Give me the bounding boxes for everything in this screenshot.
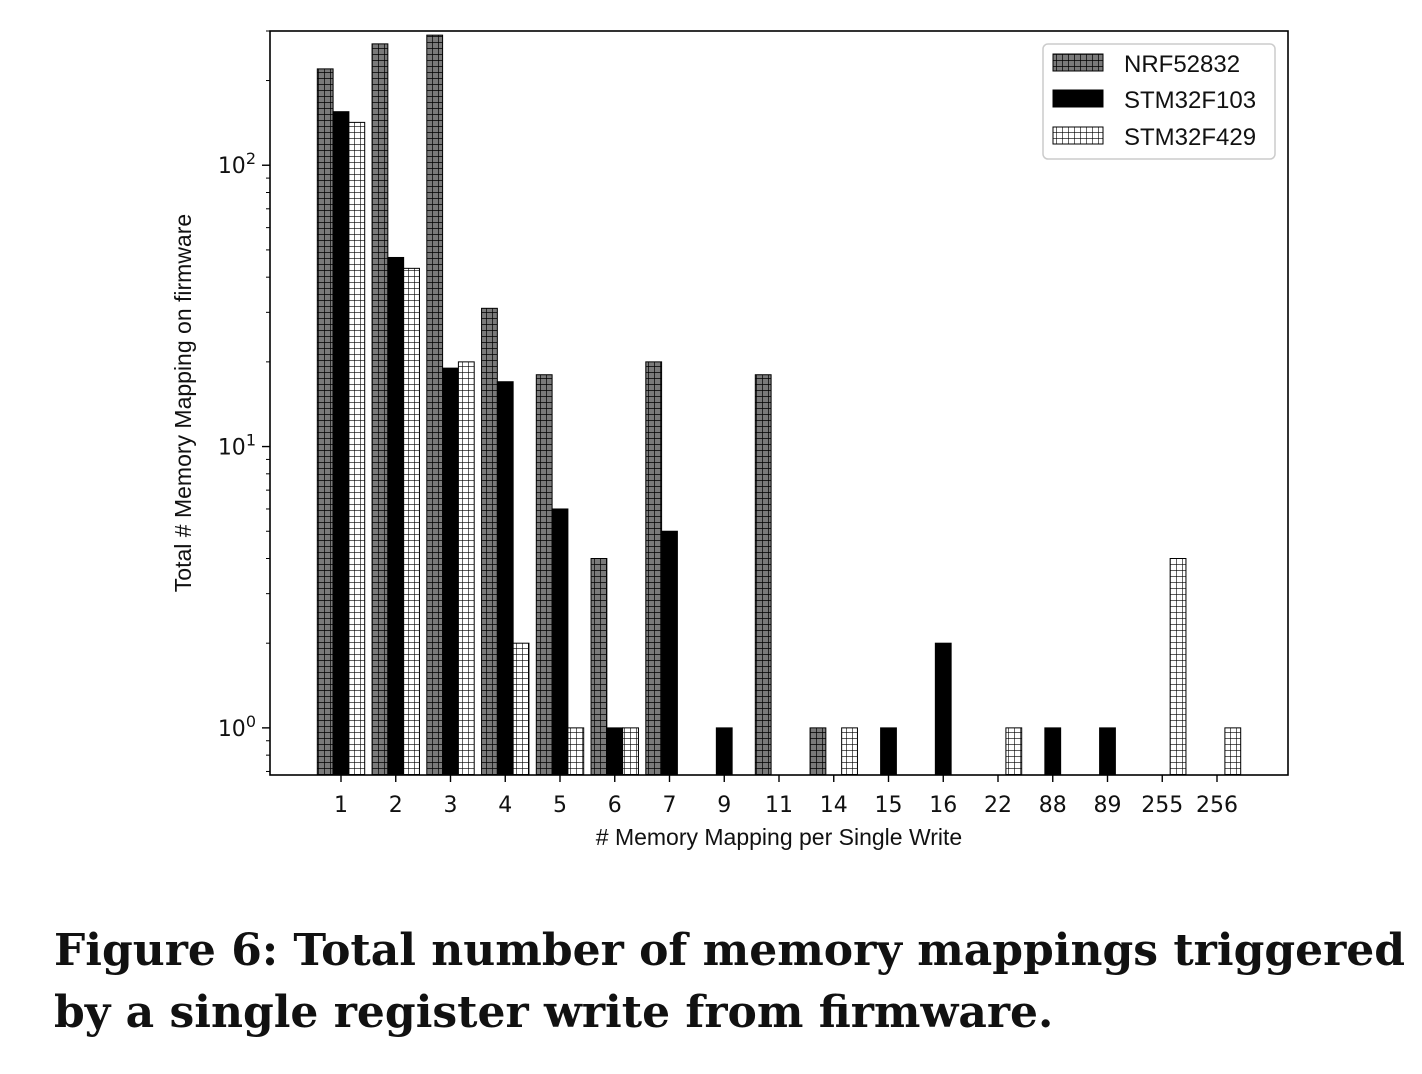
bar-stm32f429-1 bbox=[348, 121, 366, 776]
bar-stm32f429-14 bbox=[841, 727, 858, 776]
x-tick-label: 255 bbox=[1141, 793, 1183, 818]
bar-nrf52832-4 bbox=[481, 307, 498, 776]
y-tick-label: 100 bbox=[218, 712, 256, 742]
legend-swatch-stm32f103 bbox=[1052, 89, 1104, 108]
bar-stm32f103-89 bbox=[1099, 727, 1116, 776]
bars-group bbox=[316, 34, 1242, 776]
x-tick-label: 7 bbox=[663, 793, 677, 818]
bar-nrf52832-1 bbox=[316, 68, 334, 776]
x-tick-label: 3 bbox=[444, 793, 458, 818]
x-tick-label: 14 bbox=[820, 793, 848, 818]
bar-stm32f103-4 bbox=[496, 381, 514, 776]
legend-label-nrf52832: NRF52832 bbox=[1124, 51, 1240, 78]
bar-stm32f103-88 bbox=[1044, 727, 1062, 776]
x-tick-label: 1 bbox=[334, 793, 348, 818]
legend-swatch-nrf52832 bbox=[1052, 53, 1104, 72]
x-axis-label: # Memory Mapping per Single Write bbox=[596, 824, 962, 850]
x-tick-label: 256 bbox=[1196, 793, 1238, 818]
x-tick-label: 4 bbox=[498, 793, 512, 818]
bar-stm32f103-3 bbox=[442, 367, 459, 776]
bar-stm32f429-255 bbox=[1169, 558, 1187, 776]
x-axis: 1 2 3 4 5 6 7 9 11 14 15 16 22 88 89 255 256 bbox=[334, 775, 1238, 818]
bar-stm32f103-5 bbox=[551, 508, 569, 776]
bar-chart: 100 101 102 1 2 3 4 5 6 7 9 11 14 15 16 22 88 89 255 256 #… bbox=[170, 30, 1289, 850]
x-tick-label: 11 bbox=[765, 793, 793, 818]
x-tick-label: 22 bbox=[984, 793, 1012, 818]
legend: NRF52832 STM32F103 STM32F429 bbox=[1042, 43, 1276, 160]
bar-stm32f429-256 bbox=[1224, 727, 1242, 776]
legend-swatch-stm32f429 bbox=[1052, 126, 1104, 145]
bar-stm32f103-16 bbox=[934, 642, 952, 776]
x-tick-label: 16 bbox=[929, 793, 957, 818]
bar-stm32f103-15 bbox=[880, 727, 897, 776]
y-axis-label: Total # Memory Mapping on firmware bbox=[170, 214, 196, 592]
bar-nrf52832-6 bbox=[590, 558, 608, 776]
bar-stm32f103-6 bbox=[606, 727, 624, 776]
bar-nrf52832-5 bbox=[535, 374, 553, 776]
bar-nrf52832-11 bbox=[754, 374, 772, 776]
y-tick-label: 102 bbox=[218, 149, 256, 179]
y-axis: 100 101 102 bbox=[218, 30, 270, 772]
x-tick-label: 5 bbox=[553, 793, 567, 818]
legend-label-stm32f429: STM32F429 bbox=[1124, 124, 1256, 151]
bar-stm32f429-3 bbox=[457, 361, 475, 776]
x-tick-label: 88 bbox=[1039, 793, 1067, 818]
x-tick-label: 15 bbox=[875, 793, 903, 818]
bar-stm32f103-1 bbox=[332, 111, 350, 776]
bar-stm32f429-6 bbox=[622, 727, 639, 776]
bar-nrf52832-7 bbox=[645, 361, 663, 776]
x-tick-label: 9 bbox=[717, 793, 731, 818]
bar-nrf52832-14 bbox=[809, 727, 827, 776]
x-tick-label: 6 bbox=[608, 793, 622, 818]
bar-stm32f429-2 bbox=[403, 267, 420, 776]
bar-stm32f103-7 bbox=[661, 530, 678, 776]
bar-stm32f429-4 bbox=[512, 642, 530, 776]
bar-stm32f103-9 bbox=[715, 727, 733, 776]
x-tick-label: 2 bbox=[389, 793, 403, 818]
x-tick-label: 89 bbox=[1094, 793, 1122, 818]
y-tick-label: 101 bbox=[218, 431, 256, 461]
bar-nrf52832-2 bbox=[371, 43, 389, 776]
figure-caption: Figure 6: Total number of memory mapping… bbox=[54, 925, 1406, 1038]
bar-stm32f429-22 bbox=[1005, 727, 1023, 776]
bar-nrf52832-3 bbox=[426, 34, 444, 776]
legend-label-stm32f103: STM32F103 bbox=[1124, 87, 1256, 114]
bar-stm32f103-2 bbox=[387, 256, 405, 776]
bar-stm32f429-5 bbox=[567, 727, 585, 776]
